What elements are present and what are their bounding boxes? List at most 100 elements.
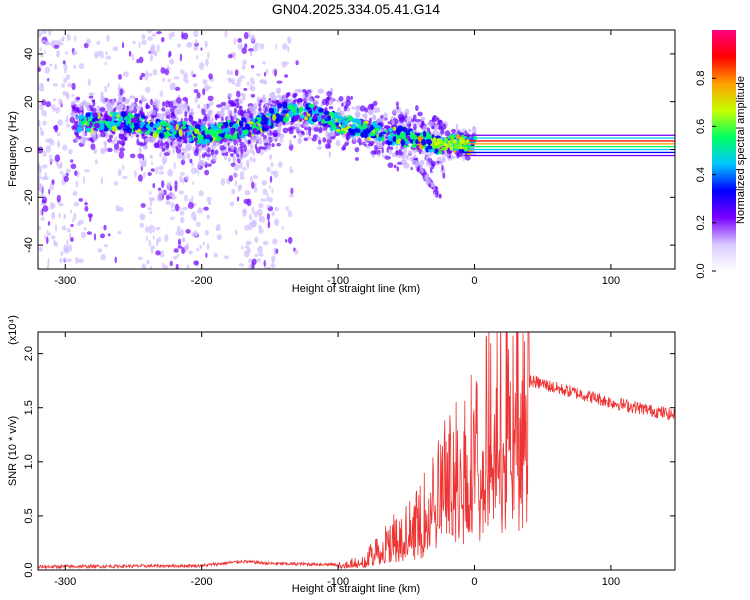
- spectrogram-mark: [167, 67, 171, 71]
- spectrogram-mark: [279, 133, 285, 139]
- spectrogram-mark: [246, 198, 252, 207]
- spectrogram-mark: [305, 130, 309, 136]
- spectrogram-mark: [372, 100, 378, 107]
- spectrogram-mark: [315, 108, 319, 114]
- spectrogram-mark: [46, 232, 52, 236]
- spectrogram-mark: [388, 127, 394, 133]
- spectrogram-mark: [237, 43, 243, 50]
- spectrogram-mark: [233, 37, 237, 46]
- spectrogram-mark: [156, 31, 162, 35]
- spectrogram-mark: [434, 148, 439, 153]
- spectrogram-mark: [73, 120, 78, 128]
- spectrogram-mark: [195, 38, 198, 46]
- spectrogram-mark: [227, 54, 233, 59]
- spectrogram-mark: [428, 120, 435, 127]
- spectrogram-mark: [243, 153, 249, 157]
- spectrogram-mark: [248, 258, 252, 264]
- spectrogram-mark: [64, 70, 67, 74]
- spectrogram-mark: [105, 55, 112, 60]
- spectrogram-mark: [271, 95, 277, 102]
- spectrogram-y-axis-label: Frequency (Hz): [7, 111, 19, 187]
- spectrogram-mark: [54, 39, 58, 47]
- spectrogram-mark: [92, 99, 96, 107]
- spectrogram-mark: [70, 223, 74, 228]
- spectrogram-mark: [93, 122, 101, 129]
- spectrogram-mark: [234, 229, 238, 235]
- spectrogram-mark: [299, 115, 305, 119]
- spectrogram-x-ticks: -300 -200 -100 0 100: [54, 30, 620, 287]
- spectrogram-mark: [209, 101, 214, 106]
- spectrogram-mark: [342, 133, 346, 139]
- spectrogram-mark: [252, 122, 257, 129]
- spectrogram-mark: [74, 256, 79, 264]
- spectrogram-mark: [40, 216, 45, 221]
- spectrogram-mark: [261, 146, 268, 150]
- spectrogram-mark: [236, 90, 241, 98]
- spectrogram-mark: [188, 115, 194, 123]
- spectrogram-mark: [285, 239, 288, 243]
- spectrogram-mark: [75, 132, 79, 137]
- spectrogram-mark: [181, 247, 186, 255]
- spectrogram-mark: [161, 37, 165, 43]
- spectrogram-mark: [202, 241, 205, 246]
- spectrogram-mark: [103, 244, 109, 248]
- spectrogram-mark: [66, 123, 70, 128]
- spectrogram-mark: [88, 105, 94, 109]
- spectrogram-mark: [242, 65, 246, 70]
- spectrogram-mark: [244, 224, 250, 231]
- spectrogram-mark: [168, 32, 173, 40]
- spectrogram-mark: [53, 98, 56, 102]
- spectrogram-mark: [185, 229, 191, 234]
- spectrogram-mark: [384, 155, 391, 160]
- spectrogram-mark: [111, 99, 116, 106]
- spectrogram-mark: [139, 222, 145, 228]
- snr-frame: [37, 331, 676, 571]
- spectrogram-mark: [152, 123, 157, 129]
- spectrogram-mark: [392, 137, 396, 142]
- spectrogram-mark: [266, 204, 271, 208]
- spectrogram-mark: [354, 157, 359, 161]
- spectrogram-band: [463, 154, 675, 157]
- spectrogram-mark: [38, 225, 41, 231]
- spectrogram-mark: [152, 197, 155, 202]
- spectrogram-mark: [72, 218, 74, 223]
- spectrogram-mark: [78, 121, 82, 127]
- spectrogram-mark: [316, 136, 321, 140]
- spectrogram-mark: [368, 109, 374, 115]
- colorbar: 0.0 0.2 0.4 0.6 0.8 Normalized spectral ampl…: [695, 30, 747, 279]
- spectrogram-mark: [428, 179, 432, 184]
- spectrogram-mark: [312, 99, 319, 106]
- snr-y-ticks: 0.0 0.5 1.0 1.5 2.0: [23, 346, 675, 578]
- spectrogram-mark: [316, 115, 322, 122]
- spectrogram-mark: [155, 129, 161, 134]
- spectrogram-mark: [167, 168, 174, 177]
- spectrogram-mark: [198, 161, 203, 166]
- spectrogram-mark: [271, 255, 276, 262]
- spectrogram-mark: [411, 159, 415, 165]
- spectrogram-mark: [306, 136, 312, 140]
- spectrogram-mark: [70, 163, 77, 170]
- spectrogram-mark: [83, 227, 87, 231]
- spectrogram-mark: [144, 73, 149, 81]
- spectrogram-mark: [71, 93, 74, 97]
- spectrogram-mark: [431, 117, 435, 122]
- spectrogram-mark: [395, 101, 399, 107]
- spectrogram-mark: [60, 38, 64, 42]
- spectrogram-mark: [436, 144, 441, 149]
- spectrogram-mark: [82, 130, 86, 137]
- spectrogram-mark: [163, 152, 170, 157]
- spectrogram-mark: [49, 183, 54, 191]
- spectrogram-mark: [457, 146, 465, 150]
- spectrogram-mark: [149, 121, 154, 127]
- spectrogram-mark: [220, 101, 227, 106]
- spectrogram-mark: [181, 147, 185, 152]
- spectrogram-mark: [197, 134, 202, 140]
- spectrogram-mark: [328, 151, 331, 158]
- spectrogram-mark: [126, 127, 133, 133]
- spectrogram-mark: [245, 123, 250, 131]
- spectrogram-mark: [179, 53, 182, 62]
- spectrogram-mark: [40, 126, 42, 131]
- spectrogram-mark: [434, 135, 441, 139]
- spectrogram-mark: [170, 114, 177, 119]
- spectrogram-mark: [324, 118, 328, 122]
